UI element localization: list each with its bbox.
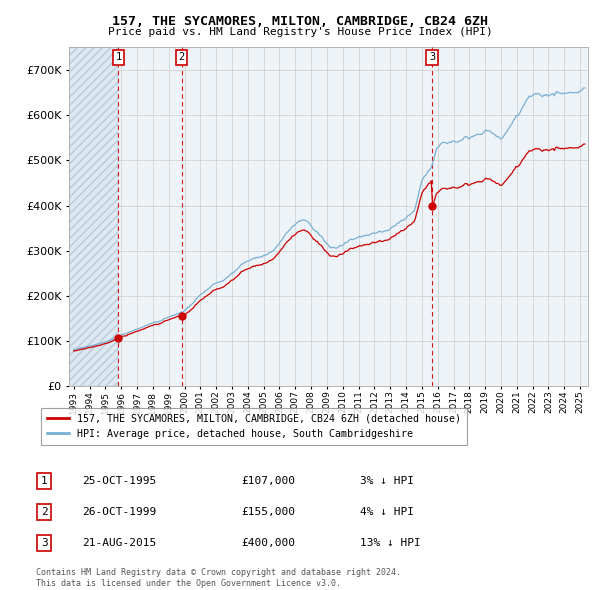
Text: 13% ↓ HPI: 13% ↓ HPI [360,538,421,548]
Text: 25-OCT-1995: 25-OCT-1995 [82,476,156,486]
Text: 1: 1 [41,476,47,486]
Text: This data is licensed under the Open Government Licence v3.0.: This data is licensed under the Open Gov… [36,579,341,588]
Text: 1: 1 [115,53,121,63]
Text: 157, THE SYCAMORES, MILTON, CAMBRIDGE, CB24 6ZH: 157, THE SYCAMORES, MILTON, CAMBRIDGE, C… [112,15,488,28]
Legend: 157, THE SYCAMORES, MILTON, CAMBRIDGE, CB24 6ZH (detached house), HPI: Average p: 157, THE SYCAMORES, MILTON, CAMBRIDGE, C… [41,408,467,445]
Text: £400,000: £400,000 [241,538,295,548]
Text: £107,000: £107,000 [241,476,295,486]
Text: Contains HM Land Registry data © Crown copyright and database right 2024.: Contains HM Land Registry data © Crown c… [36,568,401,576]
Text: 3% ↓ HPI: 3% ↓ HPI [360,476,414,486]
Text: 26-OCT-1999: 26-OCT-1999 [82,507,156,517]
Bar [69,47,118,386]
Text: 2: 2 [41,507,47,517]
Text: 21-AUG-2015: 21-AUG-2015 [82,538,156,548]
Text: 4% ↓ HPI: 4% ↓ HPI [360,507,414,517]
Text: £155,000: £155,000 [241,507,295,517]
Text: 3: 3 [429,53,435,63]
Text: Price paid vs. HM Land Registry's House Price Index (HPI): Price paid vs. HM Land Registry's House … [107,27,493,37]
Text: 2: 2 [179,53,185,63]
Text: 3: 3 [41,538,47,548]
